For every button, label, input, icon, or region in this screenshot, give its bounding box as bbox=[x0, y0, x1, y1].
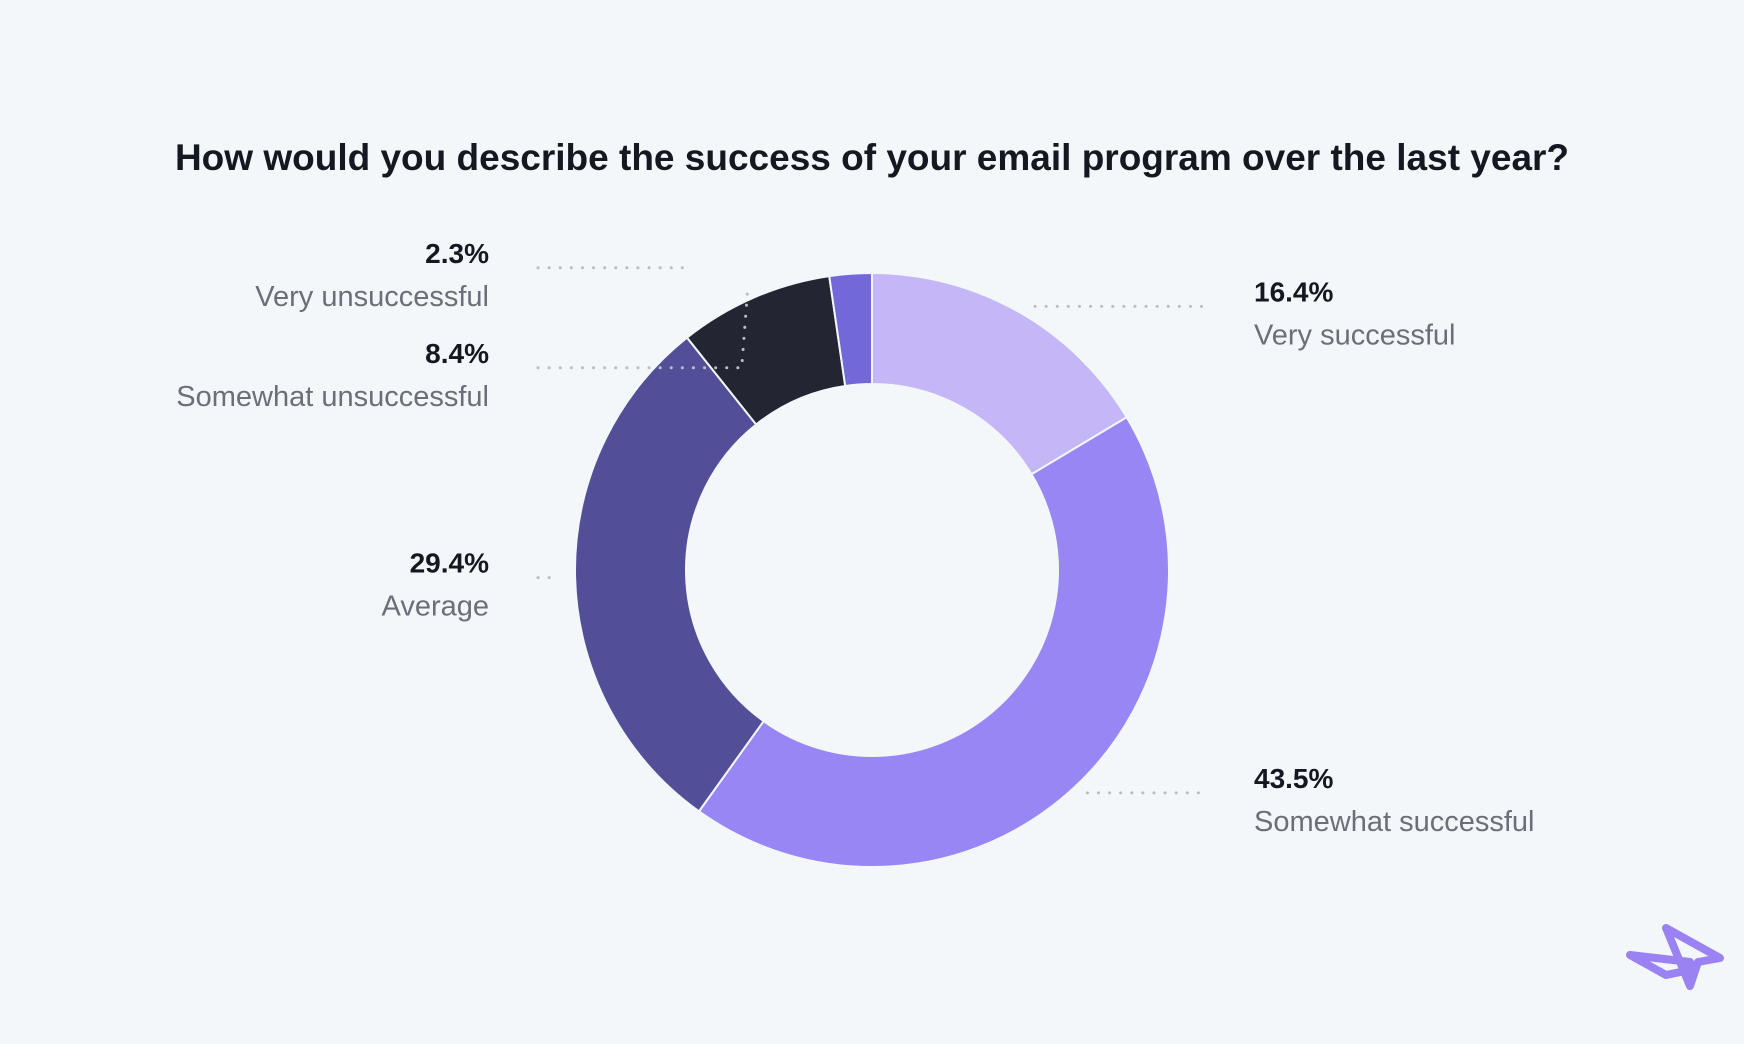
slice-labels: 16.4% Very successful 43.5% Somewhat succes… bbox=[176, 238, 1534, 838]
slice-very-unsuccessful bbox=[828, 271, 873, 388]
value-label-very-unsuccessful: 2.3% bbox=[425, 238, 489, 269]
leader-lines bbox=[536, 266, 1207, 795]
chart-title: How would you describe the success of yo… bbox=[175, 137, 1569, 178]
category-label-somewhat-unsuccessful: Somewhat unsuccessful bbox=[176, 381, 489, 413]
category-label-average: Average bbox=[382, 591, 490, 623]
slice-very-successful bbox=[871, 271, 1129, 476]
value-label-average: 29.4% bbox=[410, 548, 489, 579]
slice-average bbox=[574, 336, 766, 813]
category-label-very-successful: Very successful bbox=[1254, 319, 1455, 351]
category-label-very-unsuccessful: Very unsuccessful bbox=[255, 281, 489, 313]
donut-slices bbox=[574, 271, 1170, 869]
paper-plane-logo-icon bbox=[1626, 924, 1724, 990]
slice-somewhat-successful bbox=[697, 415, 1170, 869]
leader-line-somewhat-unsuccessful bbox=[536, 288, 750, 370]
value-label-somewhat-unsuccessful: 8.4% bbox=[425, 338, 489, 369]
category-label-somewhat-successful: Somewhat successful bbox=[1254, 806, 1534, 838]
value-label-very-successful: 16.4% bbox=[1254, 276, 1333, 307]
value-label-somewhat-successful: 43.5% bbox=[1254, 763, 1333, 794]
